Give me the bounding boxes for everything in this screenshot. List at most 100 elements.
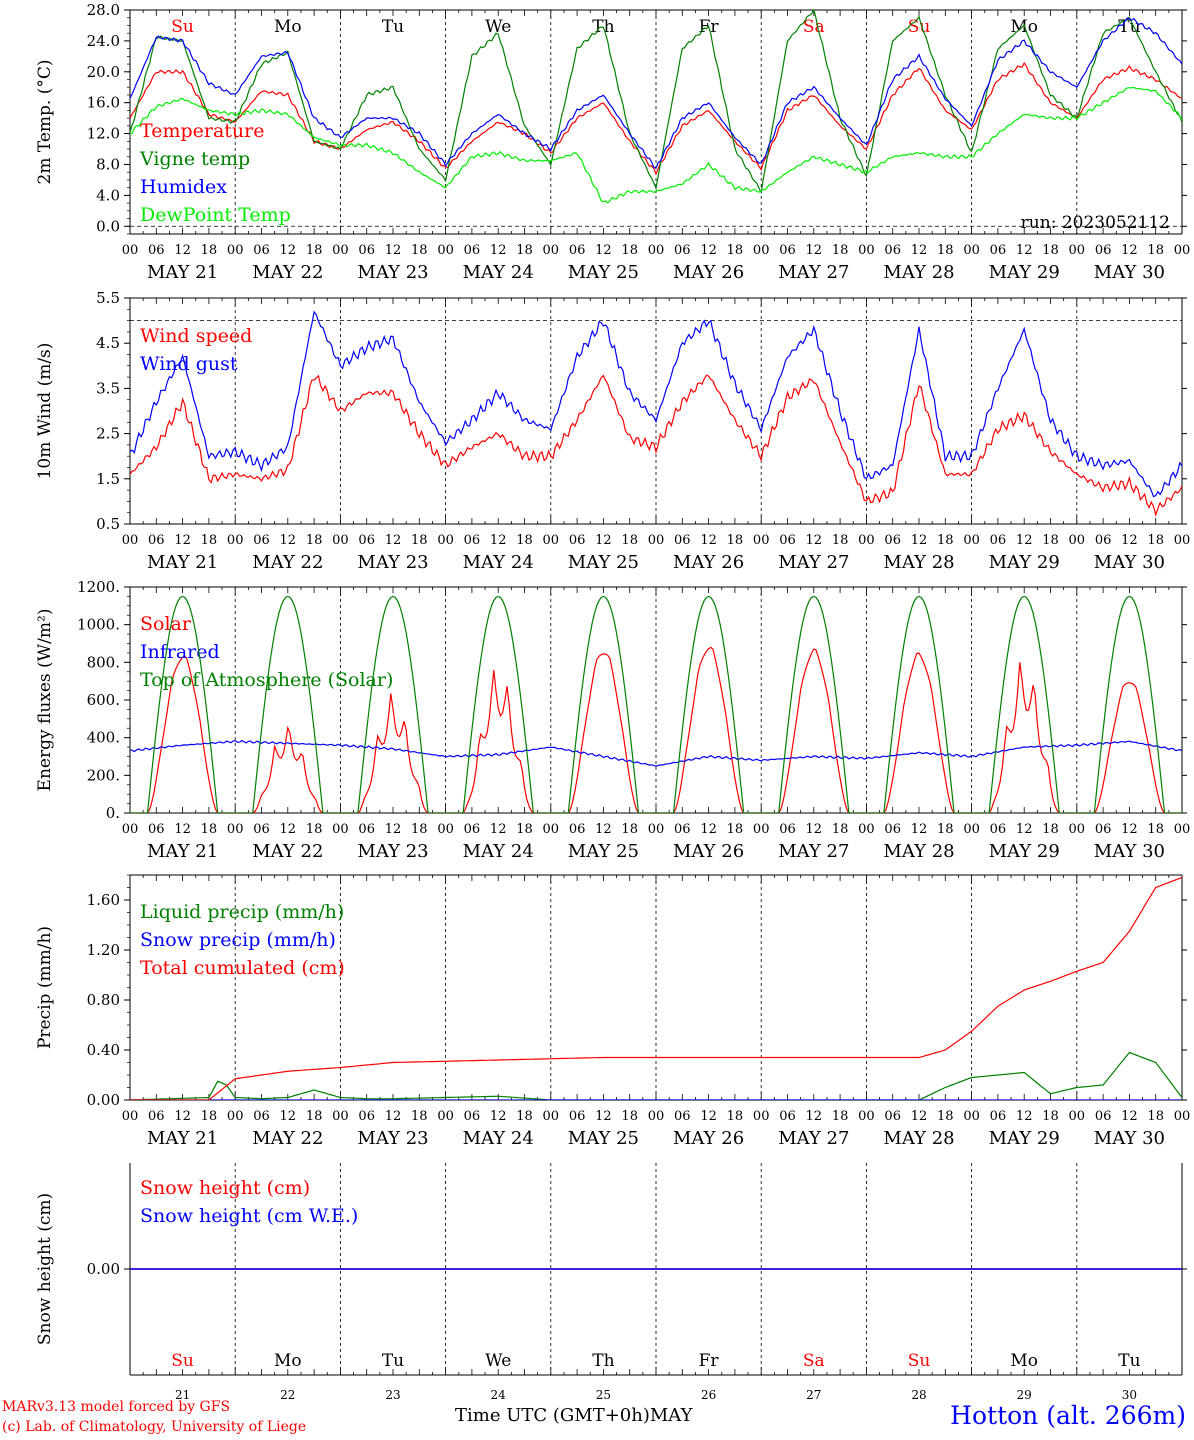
y-tick-label: 8.0 bbox=[96, 155, 120, 173]
hour-label: 06 bbox=[1095, 533, 1112, 548]
hour-label: 18 bbox=[201, 822, 218, 837]
hour-label: 18 bbox=[201, 243, 218, 258]
hour-label: 06 bbox=[569, 243, 586, 258]
hour-label: 12 bbox=[490, 822, 507, 837]
day-number: 25 bbox=[596, 1388, 611, 1402]
day-name: Mo bbox=[274, 1351, 302, 1371]
y-tick-label: 200. bbox=[87, 766, 120, 784]
series-line-wind-speed bbox=[130, 374, 1182, 517]
hour-label: 06 bbox=[884, 1109, 901, 1124]
hour-label: 06 bbox=[990, 243, 1007, 258]
hour-label: 12 bbox=[490, 1109, 507, 1124]
date-label: MAY 30 bbox=[1094, 1128, 1165, 1149]
y-tick-label: 1.20 bbox=[87, 941, 120, 959]
legend-entry: Total cumulated (cm) bbox=[140, 957, 345, 979]
hour-label: 18 bbox=[411, 822, 428, 837]
hour-label: 00 bbox=[753, 1109, 770, 1124]
hour-label: 06 bbox=[779, 533, 796, 548]
hour-label: 00 bbox=[963, 533, 980, 548]
hour-label: 00 bbox=[543, 243, 560, 258]
date-label: MAY 26 bbox=[673, 1128, 744, 1149]
y-tick-label: 4.0 bbox=[96, 186, 120, 204]
date-label: MAY 29 bbox=[989, 841, 1060, 862]
hour-label: 18 bbox=[1147, 822, 1164, 837]
hour-label: 18 bbox=[516, 1109, 533, 1124]
hour-label: 12 bbox=[174, 243, 191, 258]
hour-label: 12 bbox=[595, 822, 612, 837]
y-tick-label: 400. bbox=[87, 729, 120, 747]
date-label: MAY 27 bbox=[778, 841, 849, 862]
hour-label: 12 bbox=[490, 243, 507, 258]
legend-entry: Wind gust bbox=[140, 353, 238, 375]
hour-label: 00 bbox=[122, 1109, 139, 1124]
hour-label: 00 bbox=[753, 822, 770, 837]
day-number: 27 bbox=[806, 1388, 821, 1402]
hour-label: 00 bbox=[332, 1109, 349, 1124]
hour-label: 06 bbox=[884, 533, 901, 548]
series-line-humidex bbox=[130, 17, 1182, 169]
y-tick-label: 0.5 bbox=[96, 515, 120, 533]
day-number: 29 bbox=[1017, 1388, 1032, 1402]
hour-label: 18 bbox=[937, 533, 954, 548]
date-label: MAY 24 bbox=[463, 552, 534, 573]
day-name: Tu bbox=[1118, 1351, 1140, 1371]
run-annotation: run: 2023052112 bbox=[1021, 213, 1170, 233]
date-label: MAY 24 bbox=[463, 1128, 534, 1149]
hour-label: 06 bbox=[674, 1109, 691, 1124]
hour-label: 06 bbox=[674, 243, 691, 258]
date-label: MAY 30 bbox=[1094, 841, 1165, 862]
date-label: MAY 26 bbox=[673, 262, 744, 283]
hour-label: 18 bbox=[1042, 1109, 1059, 1124]
hour-label: 06 bbox=[253, 1109, 270, 1124]
date-label: MAY 29 bbox=[989, 552, 1060, 573]
hour-label: 00 bbox=[648, 822, 665, 837]
hour-label: 00 bbox=[1069, 243, 1086, 258]
y-tick-label: 1.5 bbox=[96, 470, 120, 488]
day-name: Mo bbox=[274, 17, 302, 37]
series-line-infrared bbox=[130, 739, 1182, 767]
hour-label: 12 bbox=[280, 533, 297, 548]
legend-entry: Wind speed bbox=[140, 325, 252, 347]
hour-label: 06 bbox=[569, 533, 586, 548]
date-label: MAY 21 bbox=[147, 1128, 218, 1149]
hour-label: 00 bbox=[543, 1109, 560, 1124]
hour-label: 06 bbox=[1095, 243, 1112, 258]
hour-label: 12 bbox=[806, 822, 823, 837]
hour-label: 12 bbox=[1121, 1109, 1138, 1124]
date-label: MAY 21 bbox=[147, 552, 218, 573]
day-name: We bbox=[485, 1351, 511, 1371]
hour-label: 12 bbox=[911, 1109, 928, 1124]
hour-label: 06 bbox=[884, 822, 901, 837]
hour-label: 18 bbox=[516, 243, 533, 258]
hour-label: 12 bbox=[1121, 533, 1138, 548]
hour-label: 00 bbox=[437, 1109, 454, 1124]
hour-label: 18 bbox=[937, 1109, 954, 1124]
hour-label: 12 bbox=[174, 1109, 191, 1124]
hour-label: 00 bbox=[858, 822, 875, 837]
series-line-wind-gust bbox=[130, 310, 1182, 498]
hour-label: 18 bbox=[832, 1109, 849, 1124]
y-tick-label: 0.00 bbox=[87, 1260, 120, 1278]
hour-label: 12 bbox=[806, 1109, 823, 1124]
legend-entry: Infrared bbox=[140, 641, 220, 663]
day-name: Su bbox=[171, 1351, 194, 1371]
hour-label: 18 bbox=[306, 533, 323, 548]
hour-label: 00 bbox=[1069, 1109, 1086, 1124]
time-axis-text: Time UTC (GMT+0h) bbox=[455, 1405, 650, 1426]
y-axis-label: Snow height (cm) bbox=[35, 1193, 55, 1345]
hour-label: 00 bbox=[858, 243, 875, 258]
series-line-solar bbox=[130, 646, 1182, 813]
hour-label: 00 bbox=[648, 533, 665, 548]
hour-label: 12 bbox=[911, 243, 928, 258]
hour-label: 00 bbox=[227, 1109, 244, 1124]
hour-label: 06 bbox=[464, 822, 481, 837]
y-axis-label: Energy fluxes (W/m²) bbox=[35, 609, 55, 792]
panel-wind: 0.5 1.5 2.5 3.5 4.5 5.5 10m Wind (m/s) 00 06 12 18… bbox=[35, 289, 1190, 573]
hour-label: 12 bbox=[174, 822, 191, 837]
hour-label: 18 bbox=[1042, 243, 1059, 258]
y-axis-label: Precip (mm/h) bbox=[35, 926, 55, 1049]
hour-label: 18 bbox=[1042, 533, 1059, 548]
hour-label: 00 bbox=[648, 1109, 665, 1124]
time-axis-label: Time UTC (GMT+0h)MAY bbox=[455, 1405, 692, 1426]
hour-label: 00 bbox=[437, 822, 454, 837]
